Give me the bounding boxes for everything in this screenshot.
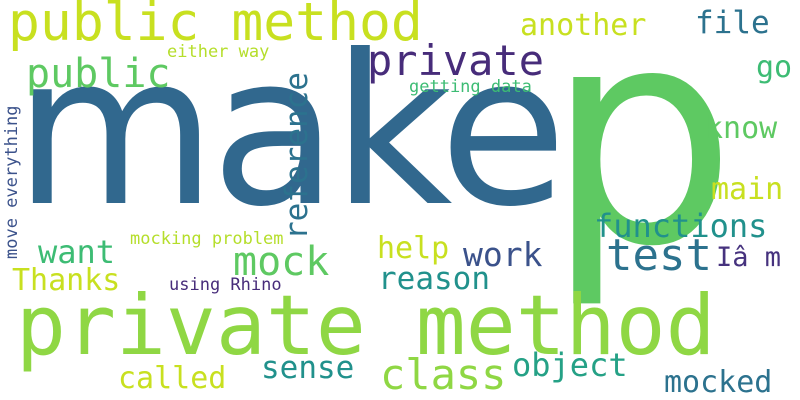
word-p: p [546,0,737,312]
word-public-method: public method [8,0,423,53]
word-test: test [606,230,712,281]
word-object: object [512,346,628,384]
word-im: Iâ m [716,242,782,273]
word-file: file [695,5,770,41]
word-either-way: either way [167,42,270,62]
word-move-everything: move everything [2,105,22,259]
word-private: private [367,36,545,85]
word-work: work [463,235,543,274]
word-functions: functions [594,207,768,245]
word-go: go [756,50,793,85]
word-help: help [377,231,450,266]
word-reference: reference [279,72,315,240]
word-mocked: mocked [664,365,773,400]
word-reason: reason [378,261,490,297]
word-sense: sense [261,350,355,386]
word-know: know [705,111,778,146]
word-want: want [38,233,116,271]
word-class: class [380,350,507,399]
word-mock: mock [233,239,330,285]
word-make: make [14,11,567,253]
word-private-method: private method [16,277,716,374]
word-called: called [118,361,227,396]
word-mocking-problem: mocking problem [130,229,284,249]
word-thanks: Thanks [12,263,121,298]
word-getting-data: getting data [409,77,532,97]
word-main: main [711,172,784,207]
word-using-rhino: using Rhino [169,275,282,295]
word-another: another [520,8,647,43]
word-public: public [26,51,171,97]
